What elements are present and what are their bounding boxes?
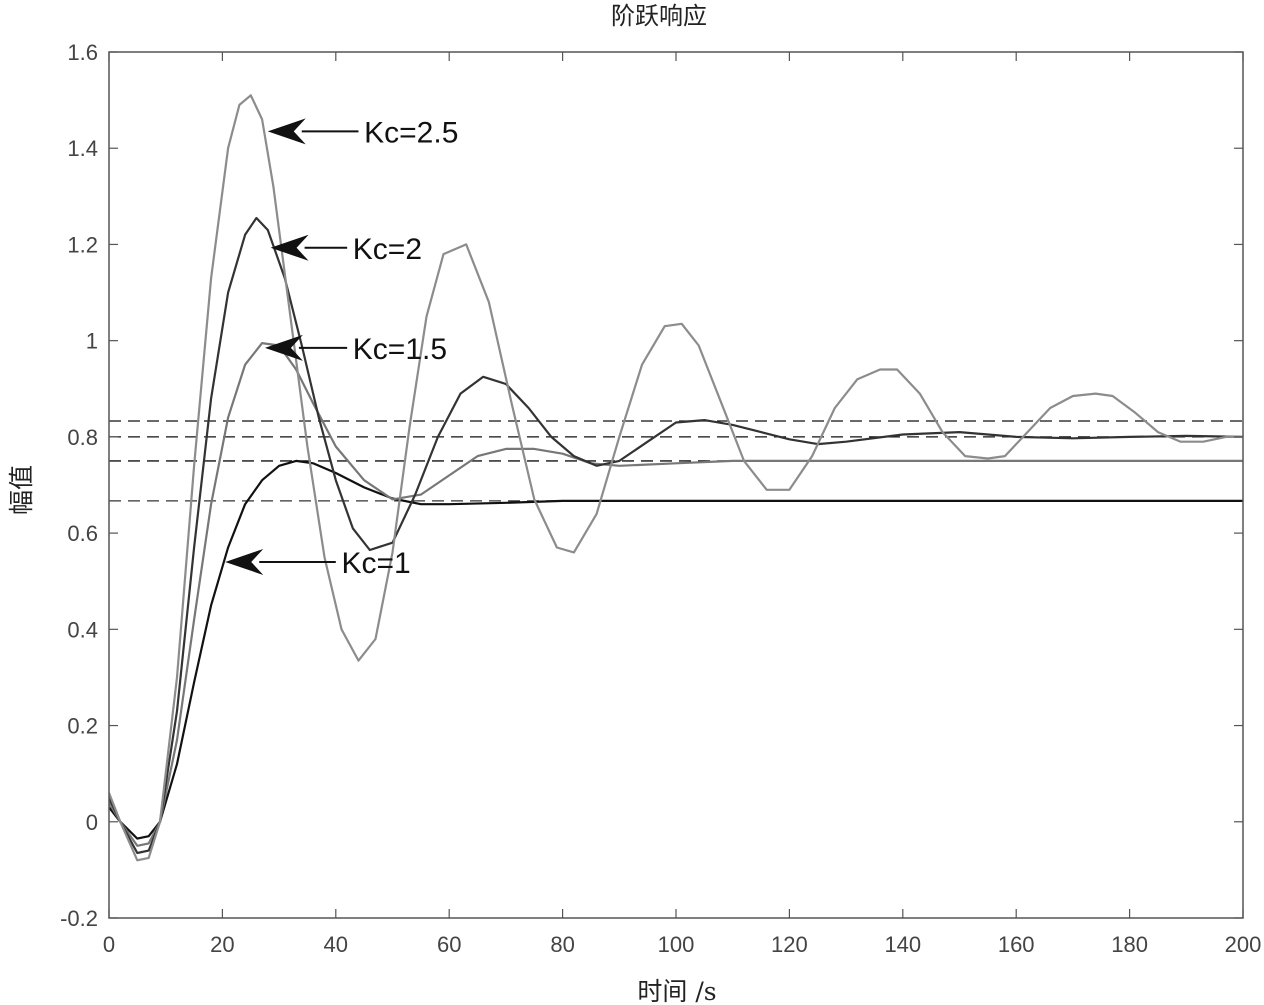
chart-title: 阶跃响应 xyxy=(611,2,707,30)
annotation-label: Kc=1 xyxy=(341,547,410,580)
annotation-arrow-head xyxy=(270,234,309,261)
y-axis-label: 幅值 xyxy=(7,465,36,515)
series-line-kc-2-5 xyxy=(109,94,1243,862)
x-tick-label: 180 xyxy=(1111,932,1148,957)
y-tick-label: 0.8 xyxy=(67,425,98,450)
series-line-kc-1 xyxy=(109,459,1243,840)
y-tick-label: 0 xyxy=(86,810,98,835)
y-tick-label: 1.6 xyxy=(67,40,98,65)
x-tick-label: 40 xyxy=(324,932,348,957)
x-tick-label: 160 xyxy=(998,932,1035,957)
x-tick-label: 200 xyxy=(1225,932,1262,957)
annotation-arrow-head xyxy=(267,118,306,145)
x-tick-label: 140 xyxy=(884,932,921,957)
annotation-label: Kc=1.5 xyxy=(353,333,447,366)
y-tick-label: 0.6 xyxy=(67,521,98,546)
y-tick-label: 1.2 xyxy=(67,232,98,257)
y-tick-label: 1.4 xyxy=(67,136,98,161)
x-tick-label: 120 xyxy=(771,932,808,957)
y-tick-label: 0.4 xyxy=(67,617,98,642)
x-tick-label: 20 xyxy=(210,932,234,957)
x-tick-label: 80 xyxy=(550,932,574,957)
y-tick-label: -0.2 xyxy=(60,906,98,931)
x-axis-label: 时间 /s xyxy=(637,977,716,1005)
series-line-kc-2 xyxy=(109,216,1243,855)
x-tick-label: 0 xyxy=(103,932,115,957)
annotation-label: Kc=2.5 xyxy=(364,116,458,149)
axes: 0 20 40 60 80 100 120 140 160 180 200-0.200.20.40.… xyxy=(60,40,1261,957)
x-tick-label: 60 xyxy=(437,932,461,957)
annotation-label: Kc=2 xyxy=(353,233,422,266)
plot-frame xyxy=(108,51,1244,919)
y-tick-label: 1 xyxy=(86,329,98,354)
annotation-arrow-head xyxy=(225,548,264,575)
x-tick-label: 100 xyxy=(658,932,695,957)
series-lines xyxy=(109,94,1243,862)
annotations: Kc=2.5 Kc=2 Kc=1.5 Kc=1 xyxy=(225,116,458,580)
series-line-kc-1-5 xyxy=(109,342,1243,847)
annotation-arrow-head xyxy=(264,334,303,361)
y-tick-label: 0.2 xyxy=(67,714,98,739)
